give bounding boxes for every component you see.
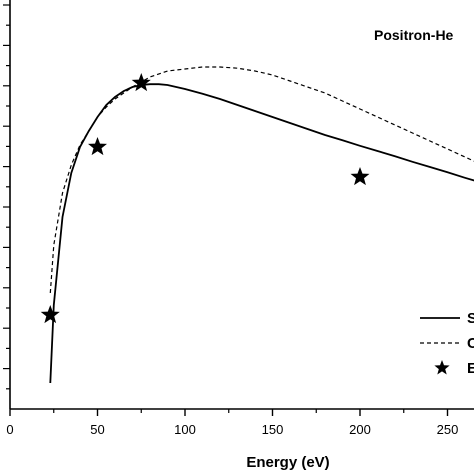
x-tick-label-150: 150 [262, 422, 284, 437]
legend-marker-star [434, 360, 450, 375]
legend-label-1: S [467, 310, 474, 327]
axes-layer: 0 50 100 150 200 250 [3, 0, 474, 437]
data-point-star-3 [131, 73, 151, 92]
legend-label-2: C [467, 335, 474, 352]
data-point-star-1 [40, 305, 60, 324]
x-axis-title: Energy (eV) [246, 454, 329, 471]
x-tick-label-250: 250 [437, 422, 459, 437]
legend: SCE [420, 310, 474, 377]
series-line-dashed [49, 66, 474, 294]
label-layer: Positron-He Energy (eV) [246, 27, 453, 471]
x-tick-label-0: 0 [6, 422, 13, 437]
data-point-star-4 [350, 167, 370, 186]
chart-title: Positron-He [374, 27, 454, 43]
series-layer [40, 66, 474, 384]
series-line-solid [49, 83, 474, 384]
x-tick-label-50: 50 [90, 422, 104, 437]
x-tick-label-100: 100 [174, 422, 196, 437]
x-tick-label-200: 200 [349, 422, 371, 437]
data-point-star-2 [88, 137, 107, 156]
legend-label-3: E [467, 360, 474, 377]
